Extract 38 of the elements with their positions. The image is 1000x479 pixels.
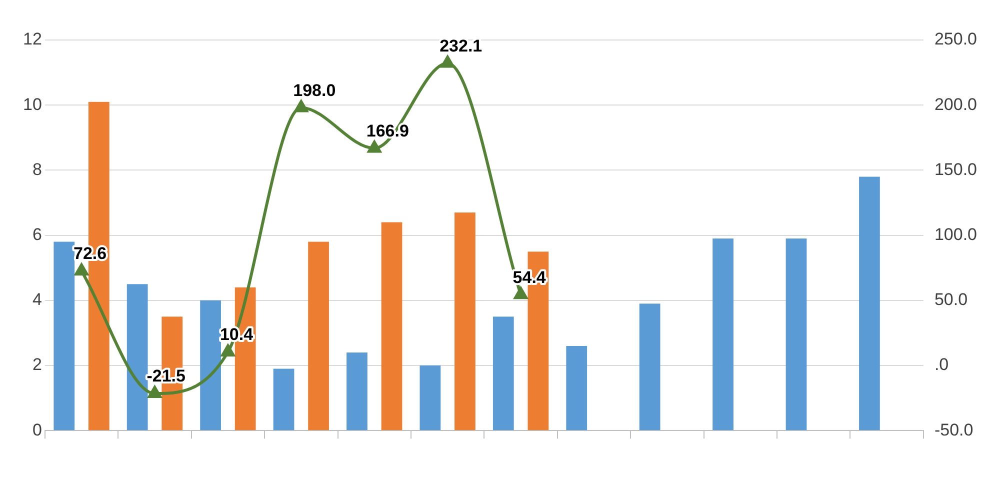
bar bbox=[126, 284, 148, 430]
y2-tick-label: 250.0 bbox=[934, 30, 978, 49]
point bbox=[440, 56, 454, 68]
y-tick-label: 10 bbox=[22, 94, 42, 114]
bar bbox=[454, 212, 476, 430]
y-tick-label: 0 bbox=[32, 420, 42, 440]
point bbox=[74, 263, 88, 276]
point bbox=[368, 140, 382, 153]
bar bbox=[54, 242, 75, 430]
y-tick-label: 12 bbox=[22, 30, 42, 49]
point bbox=[221, 344, 235, 356]
point bbox=[294, 100, 308, 112]
y-tick-label: 6 bbox=[32, 224, 42, 244]
y2-tick-label: 100.0 bbox=[934, 224, 978, 244]
bar bbox=[200, 300, 221, 430]
bar bbox=[381, 222, 402, 430]
bar bbox=[859, 176, 880, 430]
bar bbox=[712, 238, 734, 430]
bar bbox=[786, 238, 807, 430]
y2-tick-label: 200.0 bbox=[934, 94, 978, 114]
y2-tick-label: .0 bbox=[934, 355, 949, 374]
point bbox=[148, 386, 162, 398]
bar bbox=[346, 352, 368, 430]
point bbox=[514, 287, 528, 300]
data-label: 198.0 bbox=[293, 80, 336, 100]
y-tick-label: 8 bbox=[32, 160, 42, 179]
y2-tick-label: 50.0 bbox=[934, 290, 968, 310]
y-tick-label: 2 bbox=[32, 355, 42, 374]
bar bbox=[273, 368, 294, 430]
bar bbox=[308, 242, 329, 430]
bar bbox=[566, 346, 588, 430]
bar bbox=[420, 366, 441, 430]
y-tick-label: 4 bbox=[32, 290, 42, 310]
bar bbox=[492, 316, 514, 430]
y2-tick-label: 150.0 bbox=[934, 160, 978, 179]
data-label: 232.1 bbox=[440, 36, 482, 56]
y2-tick-label: -50.0 bbox=[934, 420, 974, 440]
bar bbox=[639, 304, 660, 430]
